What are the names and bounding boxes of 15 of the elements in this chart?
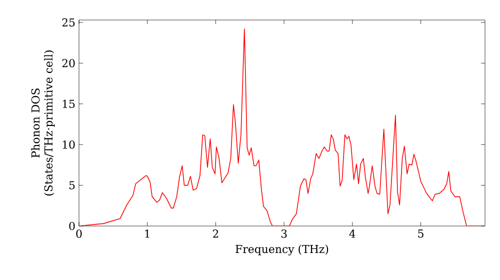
y-tick-label: 25 xyxy=(62,18,75,27)
x-tick-label: 5 xyxy=(418,230,424,238)
y-tick-label: 5 xyxy=(69,181,75,190)
x-tick-label: 1 xyxy=(145,230,150,238)
x-tick-label: 0 xyxy=(76,230,82,238)
x-tick-label: 2 xyxy=(212,230,218,238)
y-tick-label: 15 xyxy=(62,100,75,108)
y-tick-label: 10 xyxy=(62,140,75,149)
line-series xyxy=(79,28,484,226)
x-tick-label: 3 xyxy=(281,230,287,238)
y-axis-title: Phonon DOS (States/THz·primitive cell) xyxy=(31,50,55,196)
y-tick-label: 0 xyxy=(69,222,75,230)
x-axis-title: Frequency (THz) xyxy=(236,244,328,256)
y-tick-label: 20 xyxy=(62,59,75,68)
x-tick-label: 4 xyxy=(349,230,356,238)
